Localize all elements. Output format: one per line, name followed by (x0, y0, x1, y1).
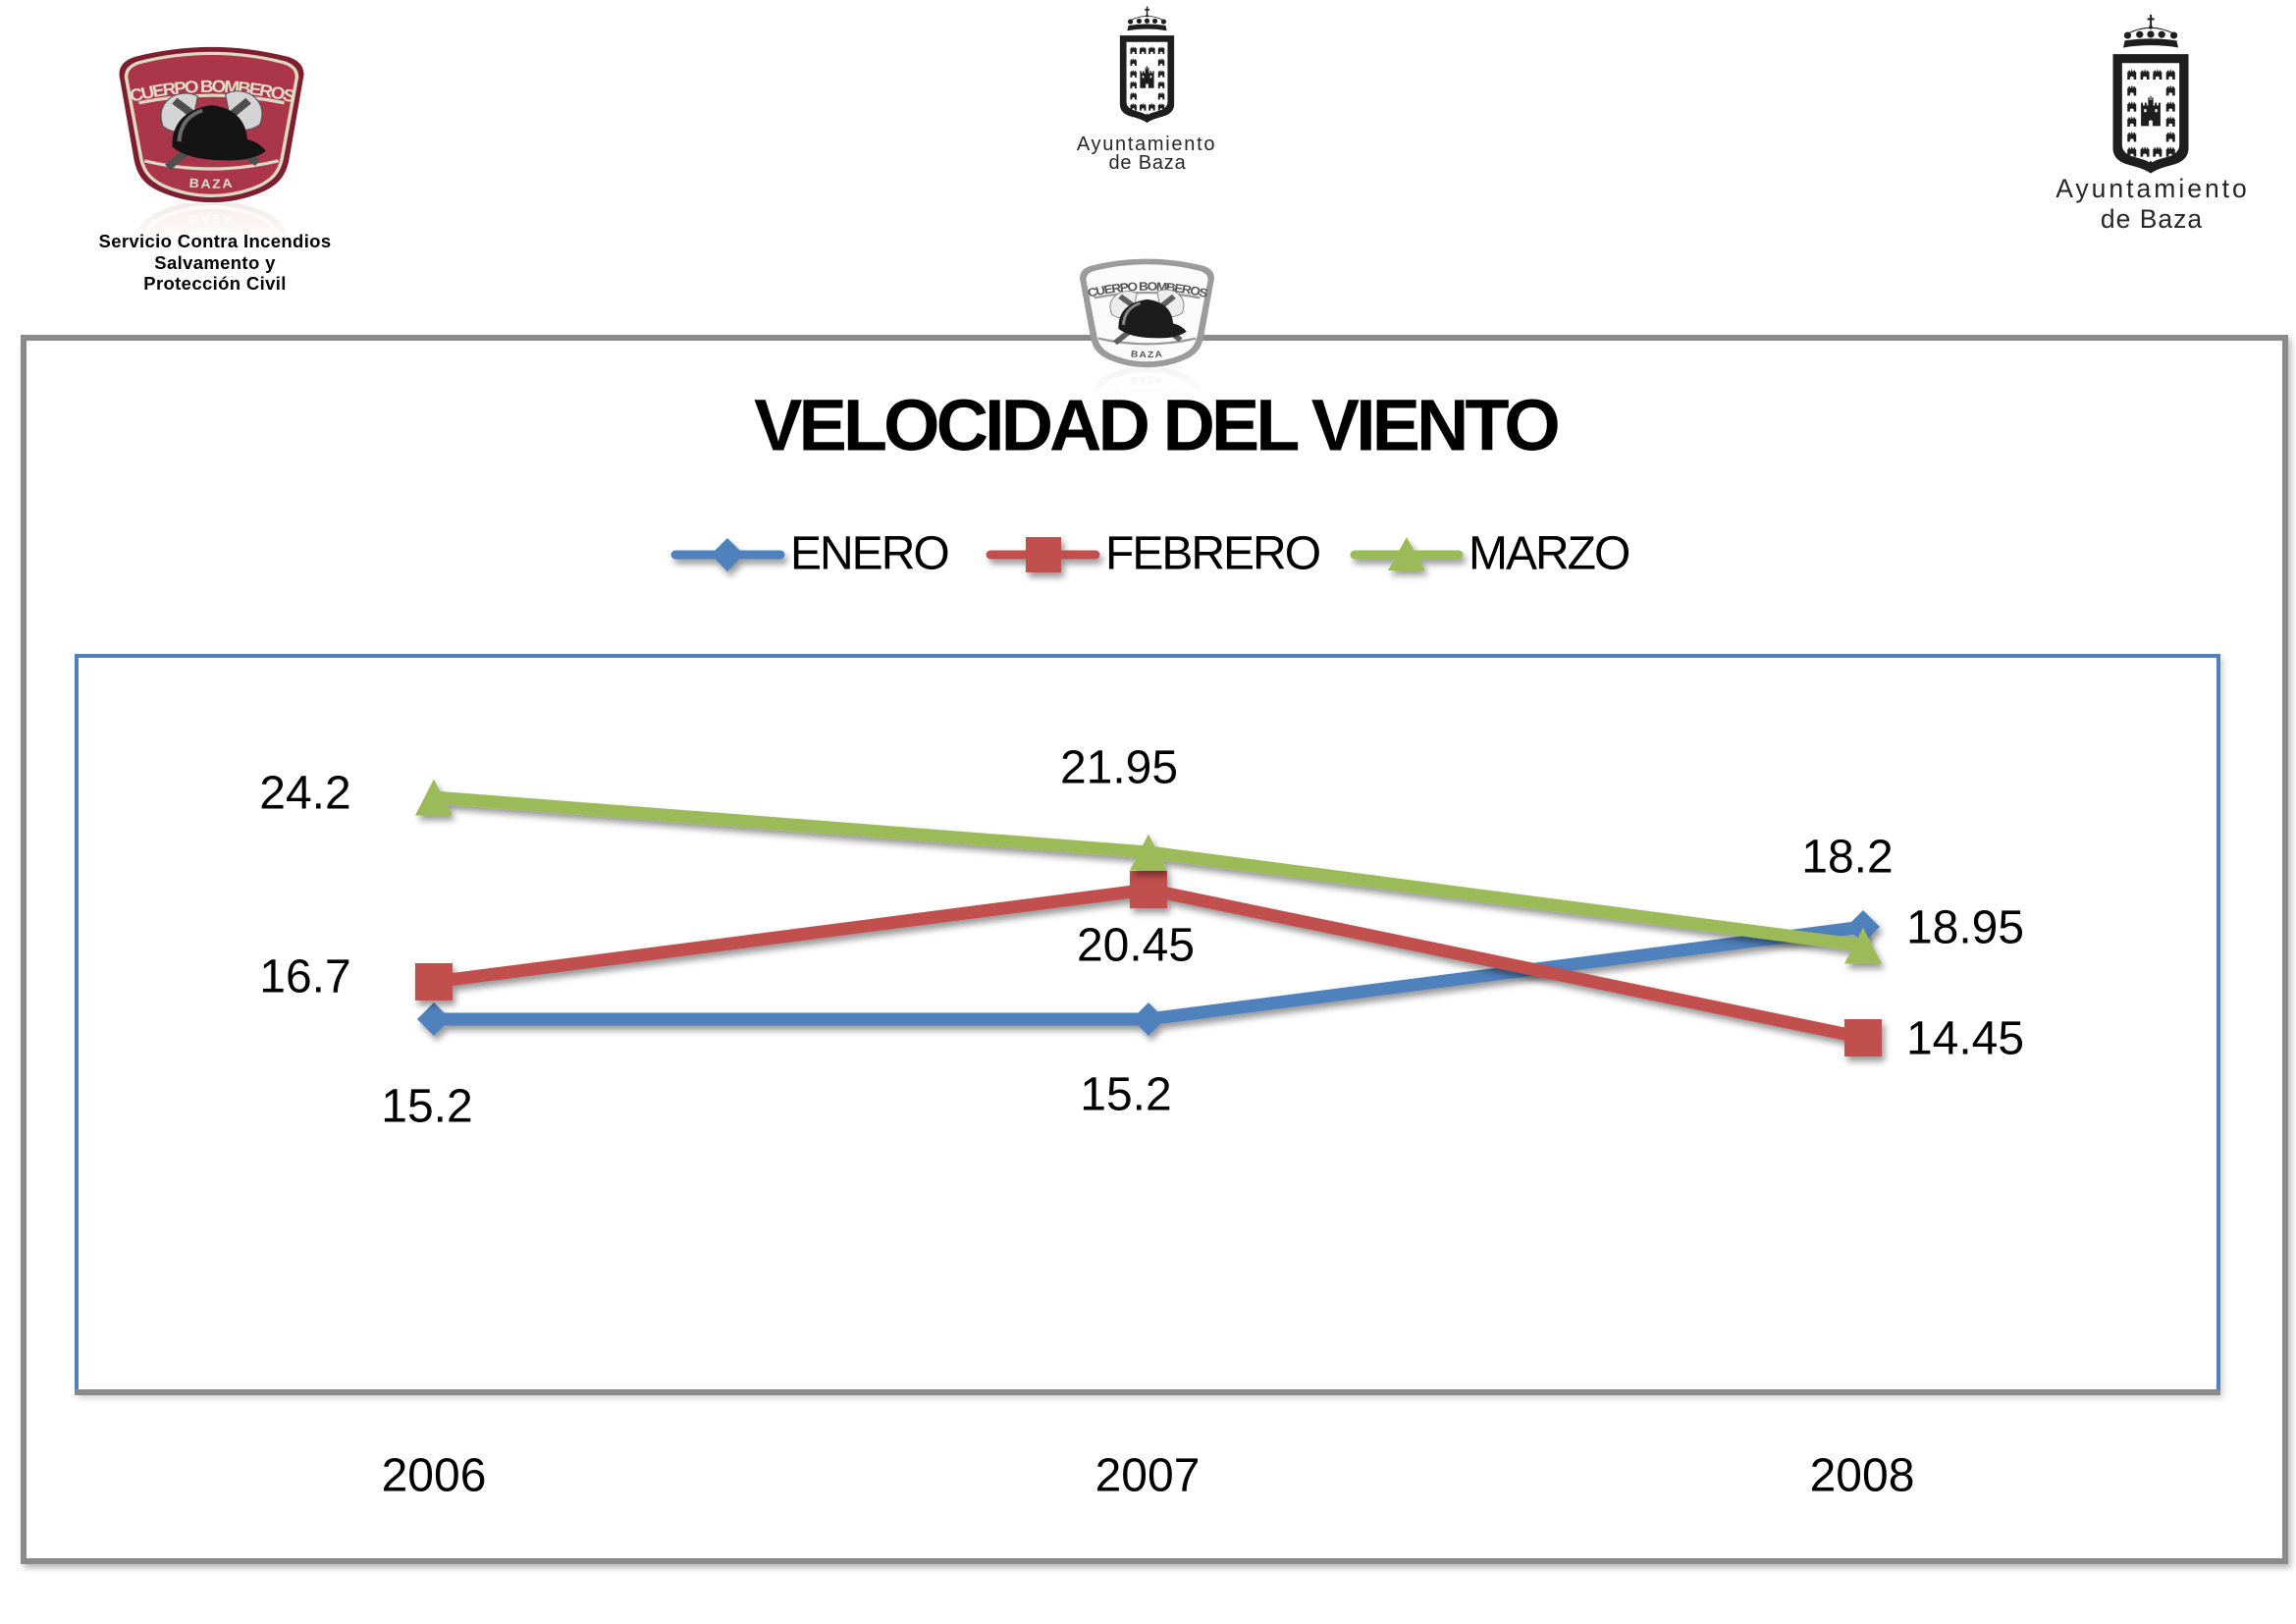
svg-text:BAZA: BAZA (1130, 350, 1163, 360)
svg-text:BAZA: BAZA (188, 176, 235, 190)
